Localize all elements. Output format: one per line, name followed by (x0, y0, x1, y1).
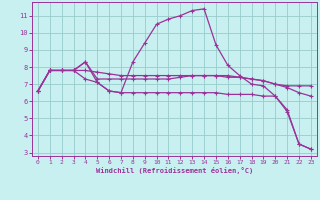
X-axis label: Windchill (Refroidissement éolien,°C): Windchill (Refroidissement éolien,°C) (96, 167, 253, 174)
